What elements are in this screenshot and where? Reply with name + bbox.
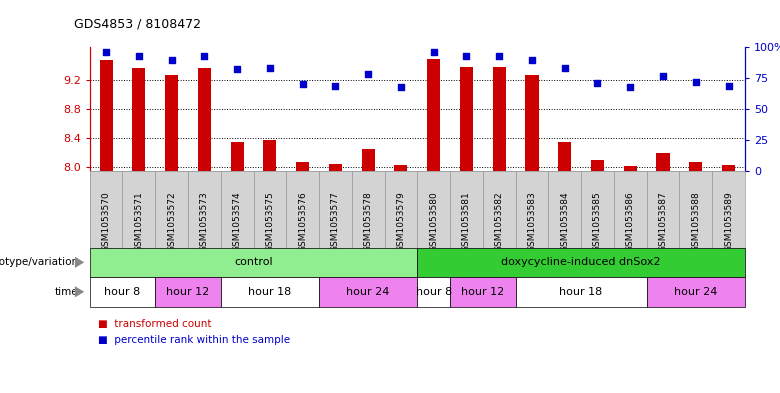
Text: hour 12: hour 12 xyxy=(461,287,505,297)
Bar xyxy=(624,166,636,171)
Text: hour 18: hour 18 xyxy=(559,287,603,297)
Bar xyxy=(395,165,407,171)
Text: GDS4853 / 8108472: GDS4853 / 8108472 xyxy=(74,18,201,31)
Bar xyxy=(133,68,145,171)
Point xyxy=(264,65,276,72)
Text: time: time xyxy=(55,287,78,297)
Point xyxy=(133,53,145,59)
Bar xyxy=(296,162,309,171)
Bar xyxy=(427,59,440,171)
Text: doxycycline-induced dnSox2: doxycycline-induced dnSox2 xyxy=(502,257,661,267)
Point xyxy=(395,84,407,90)
Text: genotype/variation: genotype/variation xyxy=(0,257,78,267)
Bar xyxy=(460,67,473,171)
Bar xyxy=(100,60,112,171)
Point xyxy=(722,83,735,89)
Point xyxy=(558,65,571,72)
Bar xyxy=(198,68,211,171)
Bar xyxy=(657,153,669,171)
Text: hour 18: hour 18 xyxy=(248,287,292,297)
Point xyxy=(362,71,374,77)
Point xyxy=(100,49,112,55)
Bar xyxy=(231,142,243,171)
Bar xyxy=(264,140,276,171)
Point xyxy=(165,56,178,62)
Point xyxy=(526,56,538,62)
Bar xyxy=(558,142,571,171)
Bar xyxy=(722,165,735,171)
Point xyxy=(198,53,211,59)
Text: hour 24: hour 24 xyxy=(346,287,390,297)
Point xyxy=(591,80,604,86)
Point xyxy=(460,53,473,59)
Point xyxy=(231,66,243,73)
Point xyxy=(493,53,505,59)
Text: hour 24: hour 24 xyxy=(674,287,718,297)
Bar xyxy=(493,67,505,171)
Bar xyxy=(591,160,604,171)
Text: ■  percentile rank within the sample: ■ percentile rank within the sample xyxy=(98,335,289,345)
Point xyxy=(296,81,309,87)
Bar xyxy=(165,75,178,171)
Point xyxy=(427,49,440,55)
Text: hour 8: hour 8 xyxy=(416,287,452,297)
Bar xyxy=(526,75,538,171)
Text: hour 8: hour 8 xyxy=(105,287,140,297)
Text: hour 12: hour 12 xyxy=(166,287,210,297)
Point xyxy=(690,79,702,85)
Point xyxy=(624,84,636,90)
Text: control: control xyxy=(234,257,273,267)
Bar xyxy=(329,163,342,171)
Bar xyxy=(690,162,702,171)
Point xyxy=(329,83,342,89)
Bar xyxy=(362,149,374,171)
Text: ■  transformed count: ■ transformed count xyxy=(98,319,211,329)
Point xyxy=(657,72,669,79)
